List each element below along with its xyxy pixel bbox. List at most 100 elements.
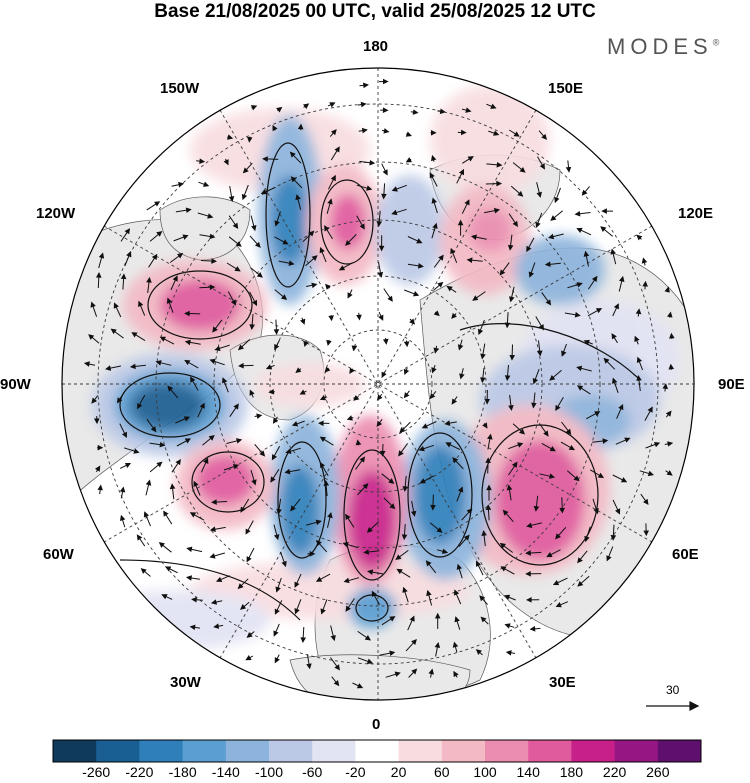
wind-vector-head: [595, 308, 603, 314]
wind-vector-head: [294, 581, 300, 588]
wind-vector-head: [438, 254, 444, 261]
wind-vector-head: [265, 364, 273, 370]
wind-vector-head: [299, 389, 306, 395]
wind-vector-head: [145, 479, 152, 486]
wind-vector-head: [466, 508, 473, 515]
colorbar-swatch: [485, 740, 529, 762]
wind-vector-head: [662, 383, 669, 390]
wind-vector-head: [215, 576, 223, 583]
wind-vector-head: [470, 234, 477, 240]
wind-vector-head: [454, 616, 460, 623]
colorbar-tick-label: 220: [602, 764, 627, 780]
wind-vector-head: [526, 522, 533, 529]
wind-vector-head: [190, 376, 196, 383]
wind-vector-head: [342, 541, 349, 548]
wind-vector-head: [94, 465, 101, 472]
wind-vector-head: [161, 594, 168, 600]
wind-vector-head: [366, 526, 373, 533]
wind-vector-head: [233, 403, 239, 410]
lon-label-150w: 150W: [160, 80, 200, 97]
wind-vector-head: [403, 368, 410, 376]
wind-vector-head: [502, 509, 509, 516]
wind-vector-head: [568, 444, 575, 451]
wind-vector-head: [317, 420, 324, 427]
wind-vector-head: [430, 154, 437, 162]
wind-vector-head: [402, 586, 408, 593]
wind-vector-head: [555, 602, 562, 608]
wind-vector-head: [577, 557, 583, 564]
wind-vector-head: [189, 624, 196, 631]
wind-vector-head: [504, 623, 511, 629]
wind-vector-head: [376, 221, 383, 227]
colorbar-swatch: [657, 740, 702, 762]
wind-vector-head: [388, 478, 395, 484]
wind-vector-head: [506, 484, 513, 491]
wind-vector-head: [182, 234, 189, 240]
wind-vector-head: [175, 458, 181, 466]
wind-vector-head: [288, 260, 295, 266]
wind-vector-head: [241, 193, 248, 201]
wind-vector-head: [387, 295, 393, 302]
lon-label-0: 0: [372, 716, 381, 733]
wind-vector-head: [364, 635, 372, 641]
wind-vector-head: [405, 157, 413, 163]
wind-vector-head: [193, 480, 199, 487]
wind-vector-head: [549, 374, 556, 381]
wind-vector-head: [110, 328, 117, 335]
wind-vector-head: [323, 479, 330, 486]
wind-vector-head: [465, 107, 472, 113]
wind-vector-head: [156, 461, 163, 468]
wind-vector-head: [480, 353, 486, 360]
wind-vector-head: [202, 181, 210, 187]
wind-vector-head: [383, 78, 389, 85]
wind-vectors: [83, 78, 675, 689]
wind-vector-head: [437, 281, 444, 288]
wind-vector-head: [554, 196, 560, 204]
wind-vector-head: [156, 230, 163, 237]
wind-vector-head: [363, 549, 370, 555]
wind-vector-head: [477, 328, 484, 336]
wind-vector-head: [295, 367, 302, 373]
wind-vector-head: [249, 389, 255, 396]
wind-vector-head: [327, 512, 333, 519]
wind-vector-head: [613, 303, 619, 310]
wind-vector-head: [396, 568, 403, 575]
wind-vector-head: [377, 271, 384, 278]
colorbar-swatch: [355, 740, 400, 762]
wind-vector-head: [345, 513, 351, 520]
wind-vector-head: [611, 333, 617, 340]
wind-vector-head: [236, 438, 243, 444]
wind-vector-head: [249, 324, 255, 331]
wind-vector-head: [667, 441, 674, 447]
wind-vector-head: [250, 105, 258, 111]
wind-vector-head: [668, 363, 675, 370]
wind-vector-head: [376, 420, 383, 427]
lon-label-60e: 60E: [672, 546, 699, 563]
wind-vector-head: [573, 475, 580, 482]
map-border: [61, 67, 695, 701]
wind-vector-head: [315, 576, 323, 582]
wind-vector-head: [327, 198, 333, 205]
wind-vector-head: [208, 434, 215, 441]
wind-vector-head: [555, 404, 561, 412]
cell-pink-greenland-north: [255, 363, 365, 407]
wind-vector-head: [137, 402, 143, 410]
wind-vector-head: [315, 539, 322, 547]
colorbar-tick-label: 140: [516, 764, 540, 780]
wind-vector-head: [647, 406, 653, 413]
wind-vector-head: [177, 252, 184, 259]
wind-vector-head: [353, 395, 360, 401]
wind-vector-head: [549, 473, 556, 479]
wind-vector-head: [378, 245, 385, 252]
wind-vector-head: [273, 534, 280, 541]
wind-vector-head: [398, 450, 404, 457]
wind-vector-head: [383, 128, 390, 134]
wind-vector-head: [333, 679, 340, 687]
wind-vector-head: [290, 176, 297, 183]
wind-vector-head: [546, 552, 553, 558]
wind-vector-head: [475, 649, 482, 655]
cell-blue-siberia: [515, 235, 605, 305]
wind-vector-head: [606, 555, 612, 562]
wind-vector-head: [366, 658, 374, 664]
wind-vector-head: [531, 402, 537, 409]
